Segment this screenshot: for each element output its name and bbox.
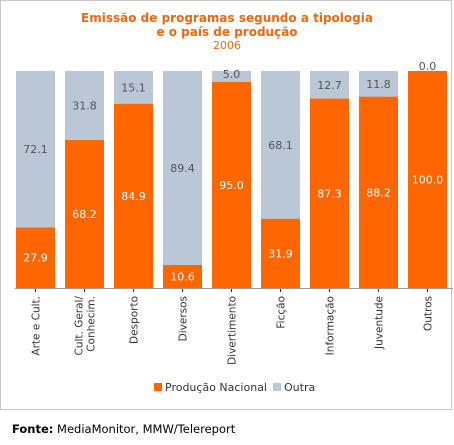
value-label-producao-nacional: 84.9 — [121, 190, 146, 203]
chart-frame: Emissão de programas segundo a tipologia… — [0, 0, 453, 410]
bar-producao-nacional — [163, 264, 202, 288]
value-label-producao-nacional: 100.0 — [412, 174, 444, 187]
bar-producao-nacional — [310, 98, 349, 289]
bar-producao-nacional — [212, 81, 251, 288]
value-label-producao-nacional: 95.0 — [219, 179, 244, 192]
bar-outra — [65, 71, 104, 141]
bar-outra — [16, 71, 55, 228]
bar-producao-nacional — [16, 227, 55, 288]
x-tick-label: Diversos — [178, 296, 190, 341]
chart-subtitle: 2006 — [213, 39, 241, 52]
source-text: MediaMonitor, MMW/Telereport — [53, 422, 236, 436]
value-label-outra: 5.0 — [223, 68, 241, 81]
value-label-producao-nacional: 27.9 — [23, 252, 48, 265]
x-tick-label: Informação — [325, 296, 337, 355]
bar-outra — [114, 71, 153, 104]
value-label-producao-nacional: 68.2 — [72, 208, 97, 221]
x-tick-label: Arte e Cult. — [31, 296, 43, 356]
legend-entry: Outra — [284, 381, 315, 394]
legend-swatch — [154, 383, 162, 391]
source-label: Fonte: — [12, 422, 54, 436]
bar-producao-nacional — [359, 96, 398, 288]
source-note: Fonte: MediaMonitor, MMW/Telereport — [12, 422, 235, 436]
value-label-outra: 15.1 — [121, 81, 146, 94]
x-tick-label: Ficção — [276, 296, 288, 329]
bars-layer: 27.9 72.1 68.2 31.8 84.9 15.1 10.6 89.4 95.0 5.0 3… — [16, 60, 447, 289]
x-tick-label: Desporto — [129, 296, 141, 344]
bar-producao-nacional — [114, 103, 153, 288]
value-label-producao-nacional: 88.2 — [366, 186, 391, 199]
value-label-producao-nacional: 87.3 — [317, 187, 342, 200]
value-label-producao-nacional: 10.6 — [170, 270, 195, 283]
x-tick-label: Cult. Geral/ — [74, 296, 86, 356]
legend: Produção Nacional Outra — [154, 381, 315, 394]
bar-outra — [212, 71, 251, 82]
x-tick-label: Divertimento — [227, 296, 239, 365]
value-label-outra: 31.8 — [72, 100, 97, 113]
value-label-outra: 72.1 — [23, 143, 48, 156]
stacked-bar-chart: Emissão de programas segundo a tipologia… — [15, 11, 453, 394]
value-label-outra: 0.0 — [419, 60, 437, 73]
value-label-outra: 68.1 — [268, 139, 293, 152]
bar-outra — [163, 71, 202, 265]
bar-outra — [359, 71, 398, 97]
value-label-producao-nacional: 31.9 — [268, 247, 293, 260]
bar-producao-nacional — [65, 140, 104, 288]
value-label-outra: 12.7 — [317, 79, 342, 92]
bar-producao-nacional — [408, 71, 447, 288]
bar-producao-nacional — [261, 218, 300, 288]
chart-title-line-2: e o país de produção — [156, 25, 297, 39]
legend-entry: Produção Nacional — [165, 381, 267, 394]
x-tick-label: Outros — [423, 296, 435, 331]
value-label-outra: 11.8 — [366, 78, 391, 91]
bar-outra — [261, 71, 300, 219]
bar-outra — [310, 71, 349, 99]
legend-swatch — [273, 383, 281, 391]
x-axis: Arte e Cult. Cult. Geral/Conhecim. Desport… — [15, 288, 453, 365]
x-tick-label: Juventude — [374, 296, 386, 350]
value-label-outra: 89.4 — [170, 162, 195, 175]
x-tick-label: Conhecim. — [86, 296, 98, 352]
chart-title-line-1: Emissão de programas segundo a tipologia — [81, 11, 373, 25]
